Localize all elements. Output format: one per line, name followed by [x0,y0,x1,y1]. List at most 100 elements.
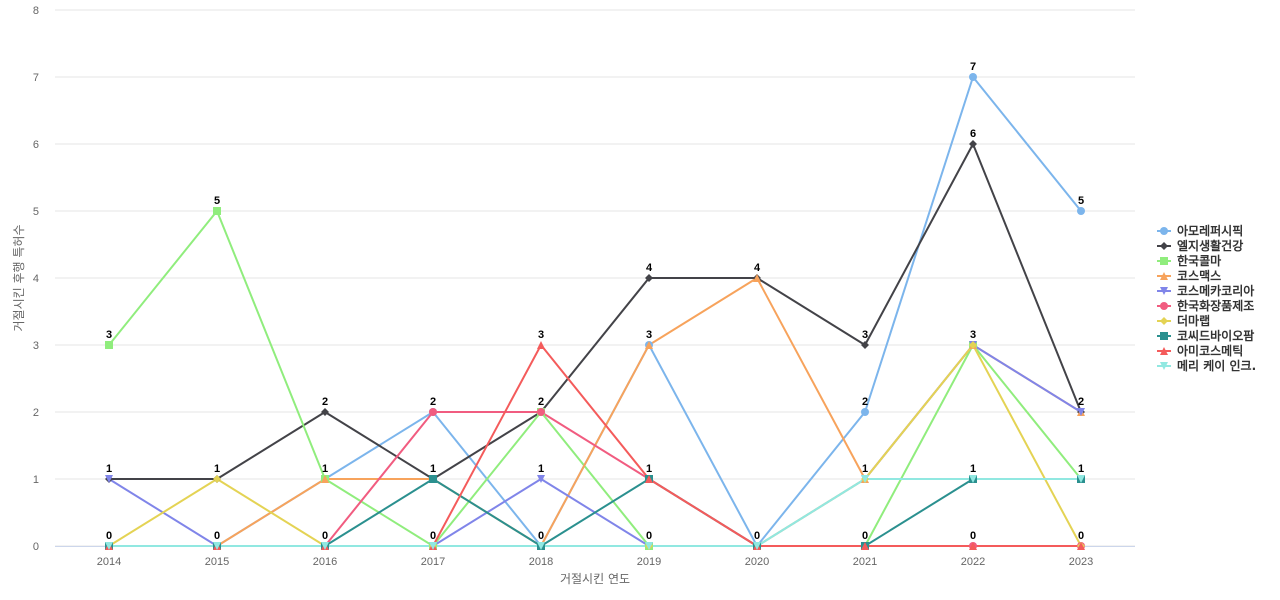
series-point [105,475,113,483]
x-axis-title: 거절시킨 연도 [560,572,630,586]
legend-label: 코스메카코리아 [1177,283,1254,298]
data-label: 0 [214,530,220,542]
data-label: 0 [1078,530,1084,542]
data-label: 1 [214,463,220,475]
series-point [213,542,221,550]
series-point [861,542,869,550]
series-line [109,478,1081,547]
y-tick-label: 0 [33,541,39,553]
data-label: 0 [538,530,544,542]
series-point [429,475,437,483]
series-point [321,542,329,550]
legend-item[interactable]: 아미코스메틱 [1157,343,1243,358]
legend-item[interactable]: 엘지생활건강 [1157,238,1243,253]
series-point [537,341,545,349]
legend-label: 코스맥스 [1177,268,1221,283]
x-tick-label: 2016 [313,556,337,568]
legend-item[interactable]: 한국콜마 [1157,253,1221,268]
series-point [321,408,329,416]
series-point [105,341,113,349]
series-point [753,542,761,550]
y-tick-label: 3 [33,340,39,352]
series-point [1077,408,1085,416]
x-tick-label: 2017 [421,556,445,568]
series-point [537,542,545,550]
series-point [1077,207,1085,215]
legend-item[interactable]: 코스맥스 [1157,268,1221,283]
series-line [108,210,1082,547]
data-label: 6 [970,128,976,140]
series-markers [105,73,1085,550]
y-tick-label: 4 [33,273,39,285]
data-label: 3 [970,329,976,341]
data-label: 7 [970,61,976,73]
data-label: 2 [538,396,544,408]
y-tick-label: 1 [33,474,39,486]
series-point [753,274,761,282]
x-tick-label: 2018 [529,556,553,568]
x-tick-label: 2019 [637,556,661,568]
legend-marker [1160,242,1168,250]
x-tick-label: 2015 [205,556,229,568]
legend-item[interactable]: 코씨드바이오팜 [1157,328,1254,343]
legend: 아모레퍼시픽엘지생활건강한국콜마코스맥스코스메카코리아한국화장품제조더마랩코씨드… [1157,223,1256,373]
series-point [969,341,977,349]
series-point [537,475,545,483]
legend-marker [1160,332,1168,340]
data-label: 4 [646,262,653,274]
series-point [645,542,653,550]
data-label: 1 [646,463,652,475]
series-line [109,478,1081,547]
data-label: 5 [1078,195,1084,207]
data-label: 1 [1078,463,1084,475]
legend-label: 아모레퍼시픽 [1177,223,1243,238]
data-label: 0 [970,530,976,542]
legend-item[interactable]: 코스메카코리아 [1157,283,1254,298]
legend-marker [1160,272,1168,280]
data-label: 3 [862,329,868,341]
data-label: 0 [646,530,652,542]
y-axis-title: 거절시킨 후행 특허수 [11,225,26,332]
series-point [105,542,113,550]
legend-item[interactable]: 아모레퍼시픽 [1157,223,1243,238]
series-point [429,408,437,416]
legend-item[interactable]: 메리 케이 인크. [1157,358,1256,373]
data-label: 0 [106,530,112,542]
data-label: 2 [322,396,328,408]
legend-item[interactable]: 한국화장품제조 [1157,298,1254,313]
legend-marker [1160,347,1168,355]
data-label: 0 [862,530,868,542]
series-point [969,140,977,148]
legend-marker [1160,227,1168,235]
series-point [861,475,869,483]
x-tick-label: 2022 [961,556,985,568]
data-label: 4 [754,262,761,274]
data-label: 0 [754,530,760,542]
series-line [109,76,1082,547]
series-point [213,475,221,483]
series-point [645,274,653,282]
data-label: 3 [106,329,112,341]
series-point [645,475,653,483]
legend-marker [1160,287,1168,295]
legend-marker [1160,362,1168,370]
legend-label: 메리 케이 인크. [1177,358,1256,373]
series-point [213,207,221,215]
y-tick-label: 5 [33,206,39,218]
legend-item[interactable]: 더마랩 [1157,313,1210,328]
x-tick-label: 2021 [853,556,877,568]
x-tick-label: 2014 [97,556,121,568]
legend-label: 한국콜마 [1177,253,1221,268]
x-tick-label: 2020 [745,556,769,568]
series-point [861,341,869,349]
series-point [429,542,437,550]
series-line [109,143,1082,480]
data-label: 3 [538,329,544,341]
x-tick-label: 2023 [1069,556,1093,568]
data-label: 1 [430,463,436,475]
data-label: 0 [430,530,436,542]
data-label: 2 [1078,396,1084,408]
